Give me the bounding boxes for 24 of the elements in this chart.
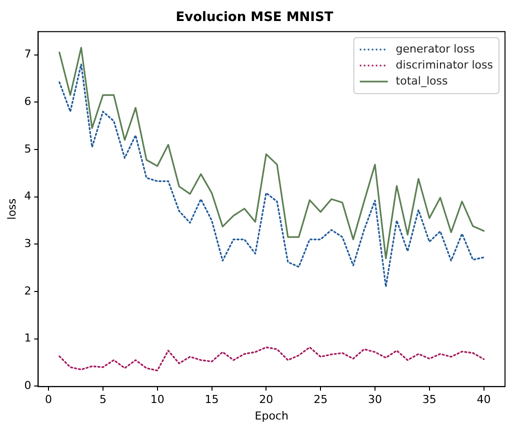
y-tick-label: 2 xyxy=(24,284,32,298)
x-tick-label: 5 xyxy=(99,393,106,406)
y-tick-label: 1 xyxy=(24,332,32,345)
y-tick-label: 0 xyxy=(24,378,32,392)
x-tick-label: 30 xyxy=(368,393,382,406)
y-tick-label: 6 xyxy=(24,94,32,108)
x-tick-label: 25 xyxy=(314,393,328,406)
legend-label: total_loss xyxy=(396,74,448,88)
line-series xyxy=(58,346,485,372)
chart-title: Evolucion MSE MNIST xyxy=(176,10,334,26)
x-tick-label: 10 xyxy=(150,393,164,406)
y-tick-label: 3 xyxy=(24,236,32,250)
x-tick-label: 0 xyxy=(45,393,52,406)
y-axis-title: loss xyxy=(5,198,18,220)
y-tick-label: 4 xyxy=(24,190,32,203)
legend-label: discriminator loss xyxy=(396,58,494,72)
x-tick-label: 20 xyxy=(259,393,274,406)
x-tick-label: 35 xyxy=(422,393,436,406)
x-tick-label: 15 xyxy=(204,393,219,406)
y-tick-label: 7 xyxy=(24,48,32,61)
legend-label: generator loss xyxy=(396,42,476,56)
x-tick-label: 40 xyxy=(476,393,491,406)
y-tick-label: 5 xyxy=(24,142,32,156)
x-axis-title: Epoch xyxy=(254,409,288,422)
